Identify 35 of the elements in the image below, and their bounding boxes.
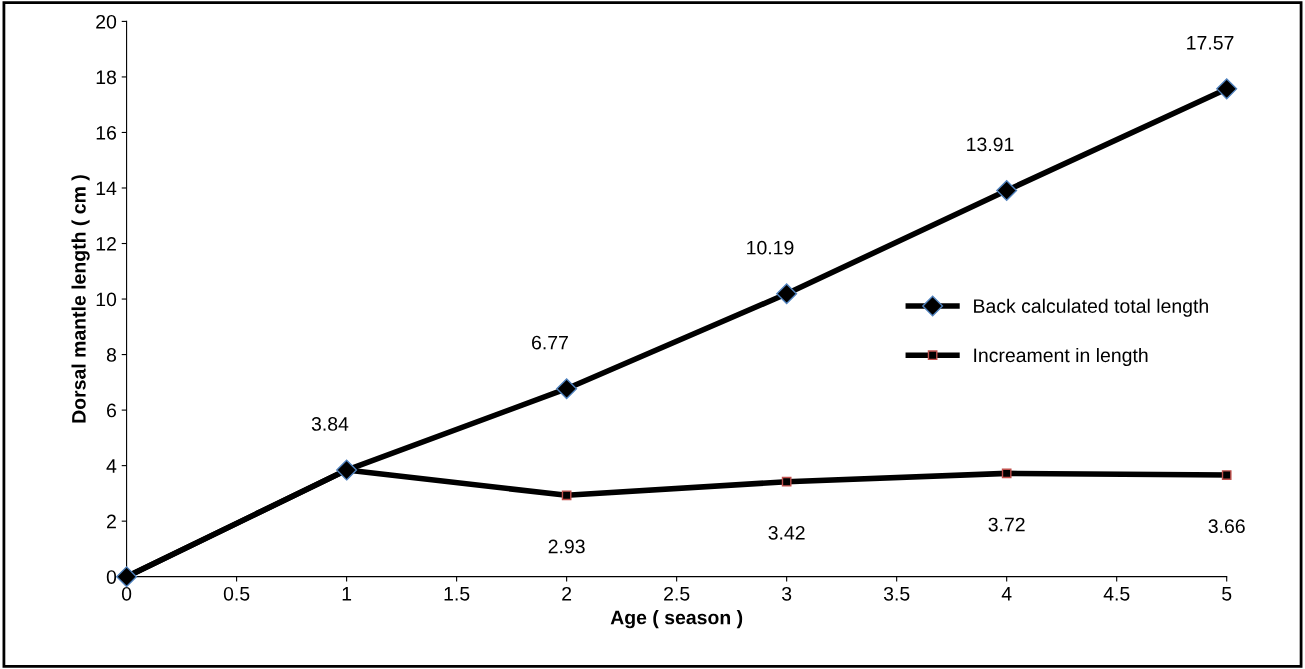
x-tick-label: 4.5: [1103, 587, 1130, 601]
data-label: 10.19: [747, 240, 794, 255]
data-label: 13.91: [967, 137, 1014, 152]
data-label: 17.57: [1187, 36, 1234, 50]
x-tick-label: 1: [342, 587, 352, 601]
x-tick-label: 1.5: [444, 587, 470, 601]
legend-label: Back calculated total length: [974, 298, 1208, 317]
y-tick-label: 20: [96, 14, 117, 29]
y-tick-label: 14: [96, 181, 117, 196]
data-label: 3.66: [1208, 519, 1245, 534]
data-label: 2.93: [548, 539, 585, 554]
data-label: 3.42: [768, 525, 805, 540]
y-tick-label: 12: [96, 236, 116, 251]
x-tick-label: 5: [1222, 587, 1232, 601]
y-tick-label: 10: [96, 292, 117, 307]
data-label: 3.84: [311, 417, 349, 431]
x-axis-title: Age ( season ): [610, 610, 743, 629]
y-tick-label: 6: [107, 403, 117, 418]
x-tick-label: 3: [781, 586, 792, 601]
y-axis-title: Dorsal mantle length ( cm ): [71, 175, 90, 423]
x-tick-label: 2: [562, 586, 572, 601]
x-tick-label: 2.5: [664, 586, 690, 601]
data-label: 3.72: [988, 517, 1025, 532]
y-tick-label: 4: [106, 459, 117, 473]
y-tick-label: 2: [107, 514, 116, 529]
x-tick-label: 0.5: [223, 586, 250, 601]
x-tick-label: 4: [1001, 587, 1012, 601]
y-tick-label: 8: [106, 348, 117, 362]
x-tick-label: 0: [121, 586, 132, 601]
y-tick-label: 16: [96, 125, 117, 140]
legend-label: Increament in length: [974, 347, 1148, 367]
data-label: 6.77: [532, 335, 568, 350]
y-tick-label: 0: [106, 570, 117, 584]
x-tick-label: 3.5: [883, 586, 910, 601]
y-tick-label: 18: [96, 70, 117, 85]
